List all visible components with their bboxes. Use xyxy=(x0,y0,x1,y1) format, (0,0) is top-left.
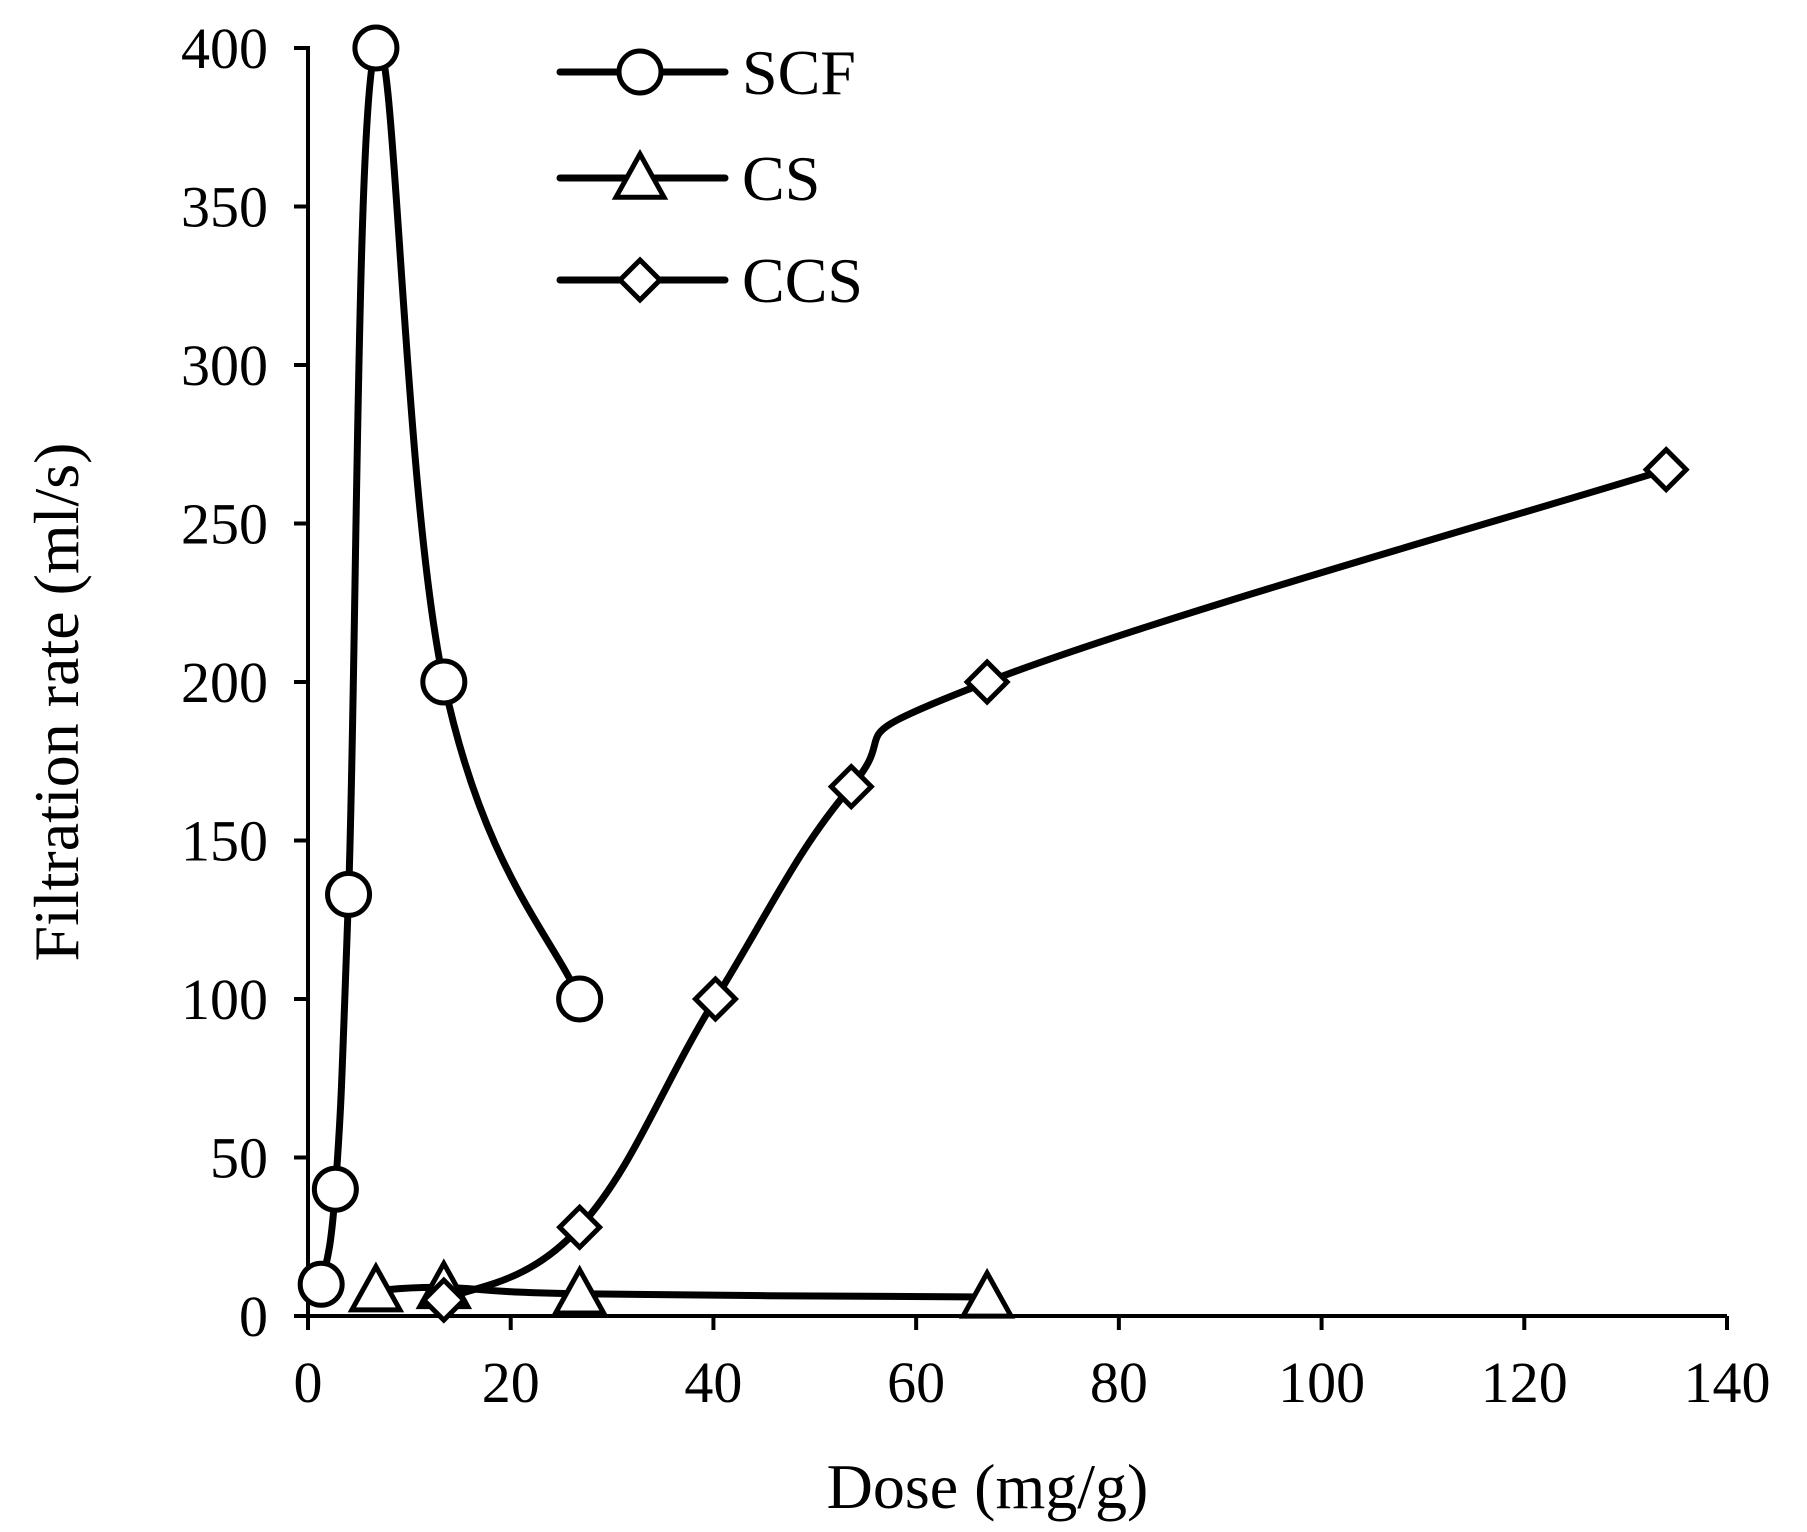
y-tick-label: 400 xyxy=(181,16,268,81)
x-axis-title: Dose (mg/g) xyxy=(827,1451,1149,1522)
x-tick-label: 60 xyxy=(887,1350,945,1415)
x-tick-label: 100 xyxy=(1278,1350,1365,1415)
data-point-scf xyxy=(325,870,373,918)
y-tick-label: 50 xyxy=(210,1126,268,1191)
data-point-ccs xyxy=(1642,446,1690,494)
legend-label: SCF xyxy=(742,37,856,108)
data-point-ccs xyxy=(420,1276,468,1324)
x-tick-label: 0 xyxy=(294,1350,323,1415)
data-point-cs xyxy=(347,1261,405,1313)
legend-marker xyxy=(616,256,664,304)
axes: 0 50 100 150 200 250 300 350 400 0 20 40 60 80 100 120 1… xyxy=(181,16,1771,1415)
legend-item-ccs: CCS xyxy=(556,245,863,316)
x-tick-label: 120 xyxy=(1481,1350,1568,1415)
legend-marker xyxy=(616,48,664,96)
data-point-ccs xyxy=(556,1203,604,1251)
data-point-ccs xyxy=(963,658,1011,706)
data-point-cs xyxy=(958,1267,1016,1319)
legend-label: CCS xyxy=(742,245,863,316)
data-point-scf xyxy=(352,24,400,72)
legend-item-cs: CS xyxy=(556,143,820,214)
data-point-scf xyxy=(311,1165,359,1213)
y-tick-label: 150 xyxy=(181,809,268,874)
data-point-ccs xyxy=(691,975,739,1023)
data-point-scf xyxy=(420,658,468,706)
series-scf xyxy=(297,24,604,1308)
series-line-ccs xyxy=(440,466,1670,1304)
data-point-ccs xyxy=(827,763,875,811)
x-tick-label: 40 xyxy=(684,1350,742,1415)
x-tick-label: 80 xyxy=(1090,1350,1148,1415)
series-line-scf xyxy=(317,41,584,1288)
series-layer xyxy=(297,24,1690,1324)
legend-marker xyxy=(611,148,669,200)
y-tick-label: 100 xyxy=(181,967,268,1032)
legend-label: CS xyxy=(742,143,820,214)
y-axis-title: Filtration rate (ml/s) xyxy=(21,443,92,962)
x-tick-label: 140 xyxy=(1684,1350,1771,1415)
y-tick-label: 200 xyxy=(181,650,268,715)
data-point-scf xyxy=(556,975,604,1023)
y-tick-label: 250 xyxy=(181,492,268,557)
y-tick-label: 0 xyxy=(239,1284,268,1349)
data-point-cs xyxy=(551,1264,608,1316)
data-point-scf xyxy=(297,1260,345,1308)
y-tick-label: 350 xyxy=(181,175,268,240)
x-tick-label: 20 xyxy=(482,1350,540,1415)
legend-item-scf: SCF xyxy=(556,37,856,108)
legend: SCF CS CCS xyxy=(556,37,863,316)
y-tick-label: 300 xyxy=(181,333,268,398)
series-ccs xyxy=(420,446,1690,1324)
